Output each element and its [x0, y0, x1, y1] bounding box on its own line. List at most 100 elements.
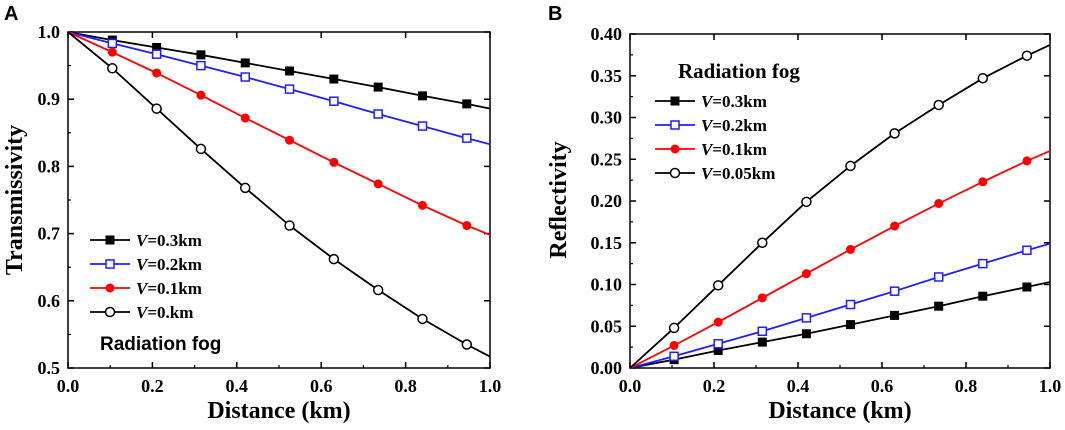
panel-b-legend-marker — [670, 96, 680, 106]
panel-b-y-axis-title: Reflectivity — [546, 141, 572, 258]
panel-a-data-point — [461, 339, 473, 350]
panel-b-x-tick-label: 1.0 — [1039, 376, 1062, 396]
panel-a-data-point — [152, 68, 162, 78]
panel-a-series-1 — [67, 31, 491, 110]
panel-b-x-tick-label: 0.0 — [619, 376, 642, 396]
panel-b-data-point — [978, 177, 988, 187]
panel-a-data-point — [417, 313, 428, 325]
panel-b-data-point — [890, 221, 900, 231]
panel-b-letter: B — [548, 3, 562, 25]
panel-b-data-point — [801, 269, 811, 279]
panel-a-data-point — [107, 63, 118, 74]
panel-a-data-point — [240, 113, 250, 123]
panel-b-x-tick-label: 0.6 — [871, 376, 894, 396]
panel-a-x-axis-title: Distance (km) — [207, 398, 350, 424]
panel-a-data-point — [328, 253, 340, 265]
panel-b-data-point — [668, 322, 680, 334]
panel-a-x-tick-label: 1.0 — [479, 376, 502, 396]
panel-a-data-point — [151, 103, 162, 114]
panel-a-x-tick-label: 0.0 — [57, 376, 80, 396]
panel-a-data-point — [329, 157, 339, 167]
panel-a-series-4 — [67, 31, 491, 358]
panel-a-data-point — [195, 143, 207, 155]
panel-b-data-point — [845, 299, 856, 310]
panel-b-x-tick-label: 0.4 — [787, 376, 810, 396]
panel-a-legend-marker — [105, 235, 115, 245]
panel-a-legend-marker — [105, 259, 115, 269]
panel-b-data-point — [1021, 50, 1033, 61]
panel-b-legend-label: V=0.2km — [701, 116, 767, 135]
panel-a-x-tick-label: 0.8 — [394, 376, 417, 396]
panel-a-data-point — [329, 74, 339, 84]
panel-a-data-point — [373, 179, 383, 189]
panel-a-legend-label: V=0.km — [136, 303, 193, 322]
panel-b-data-point — [1022, 282, 1032, 292]
panel-a-data-point — [284, 84, 295, 94]
panel-b-data-point — [713, 317, 723, 327]
panel-b-data-point — [978, 258, 988, 269]
panel-a-data-point — [462, 99, 472, 109]
panel-a-legend-marker — [105, 283, 115, 293]
panel-b-y-tick-label: 0.40 — [591, 24, 623, 44]
panel-b-data-point — [846, 320, 855, 330]
panel-b-data-point — [801, 196, 812, 208]
panel-b-data-point — [669, 351, 679, 362]
panel-a-data-point — [285, 66, 295, 76]
panel-b-data-point — [801, 313, 812, 323]
panel-b-data-point — [757, 237, 768, 248]
panel-a-series-line — [67, 31, 491, 358]
panel-a-data-point — [417, 200, 427, 210]
panel-b-data-point — [934, 301, 944, 311]
panel-a-data-point — [285, 135, 295, 145]
panel-a-y-tick-label: 0.9 — [38, 89, 61, 109]
panel-b-y-tick-label: 0.20 — [591, 191, 623, 211]
panel-b-legend-label: V=0.1km — [701, 140, 767, 159]
panel-a-y-tick-label: 1.0 — [38, 22, 61, 42]
panel-b-data-point — [889, 286, 900, 296]
panel-a-legend-label: V=0.3km — [136, 231, 202, 250]
panel-a-data-point — [373, 82, 383, 92]
panel-b-annotation: Radiation fog — [678, 59, 800, 83]
panel-b-legend-marker — [669, 167, 681, 179]
panel-a-x-tick-label: 0.4 — [226, 376, 249, 396]
panel-a-data-point — [107, 38, 118, 49]
panel-b-series-3 — [629, 150, 1051, 369]
panel-b-x-axis-title: Distance (km) — [768, 398, 911, 424]
panel-a-data-point — [462, 221, 472, 231]
panel-b-y-tick-label: 0.05 — [591, 316, 623, 336]
panel-a-legend-marker — [104, 306, 116, 318]
panel-a-data-point — [417, 121, 428, 131]
panel-b-data-point — [890, 310, 900, 320]
panel-b-data-point — [846, 244, 855, 254]
panel-a-series-3 — [67, 31, 491, 236]
panel-b-y-tick-label: 0.30 — [591, 108, 623, 128]
panel-b-series-4 — [629, 44, 1051, 369]
panel-b-x-tick-label: 0.2 — [703, 376, 726, 396]
panel-b-series-1 — [629, 281, 1051, 369]
panel-b-data-point — [757, 326, 768, 337]
panel-b-data-point — [757, 337, 767, 347]
panel-a-legend: V=0.3km V=0.2km V=0.1km V=0.km — [90, 231, 202, 322]
panel-a-data-point — [284, 220, 295, 231]
panel-b-data-point — [933, 272, 944, 282]
panel-a-data-point — [196, 60, 206, 71]
panel-a-letter: A — [4, 3, 18, 25]
panel-b-data-point — [933, 99, 944, 111]
panel-a-data-point — [373, 109, 383, 119]
panel-a-data-point — [329, 96, 339, 106]
panel-b-series-2 — [629, 242, 1051, 369]
panel-b-legend-marker — [670, 120, 680, 130]
panel-b-plot-area: 0.0 0.2 0.4 0.6 0.8 1.0 0.00 0.05 0.10 0.15 0.20 0.… — [591, 24, 1062, 396]
panel-b-legend-label: V=0.3km — [701, 92, 767, 111]
panel-a-data-point — [151, 49, 162, 59]
panel-b-data-point — [669, 340, 679, 350]
panel-a: A 0.0 0.2 0.4 0.6 0.8 1.0 0.5 0.6 0.7 0.8 0.9 1.0 V=… — [2, 3, 501, 424]
panel-a-data-point — [107, 47, 117, 57]
panel-a-y-tick-label: 0.7 — [38, 224, 61, 244]
panel-b-y-tick-label: 0.15 — [591, 233, 623, 253]
panel-b-y-tick-label: 0.35 — [591, 66, 623, 86]
panel-a-data-point — [240, 58, 250, 68]
panel-a-series-2 — [67, 31, 491, 146]
panel-b-data-point — [1022, 245, 1032, 256]
